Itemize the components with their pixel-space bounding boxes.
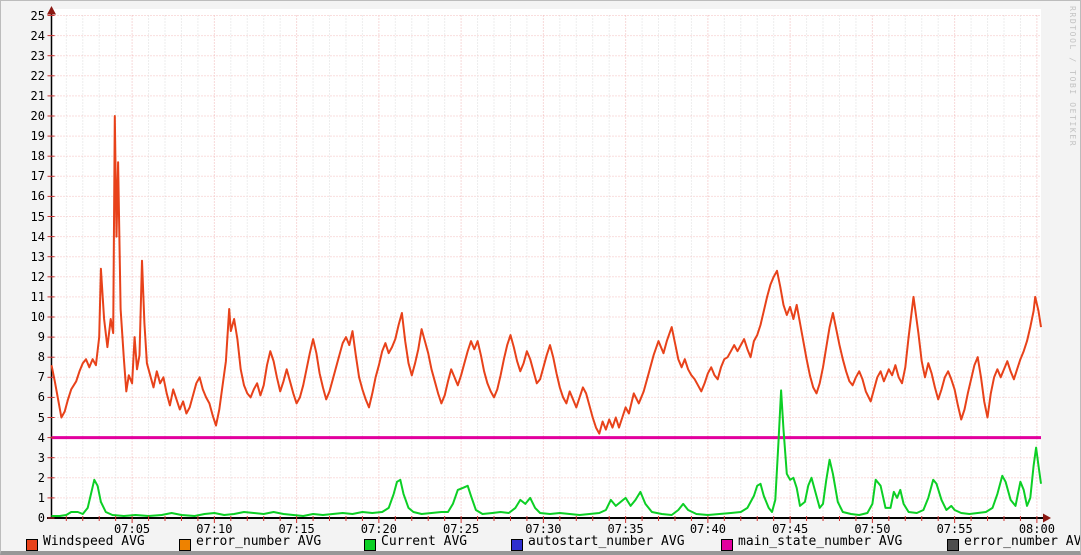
x-tick-label: 07:15 <box>278 522 315 536</box>
y-tick-label: 21 <box>30 88 45 103</box>
error-number-swatch-icon <box>179 539 191 551</box>
x-tick-label: 07:30 <box>525 522 562 536</box>
y-tick-label: 25 <box>30 8 45 23</box>
legend-label: Current AVG <box>381 534 468 549</box>
y-tick-label: 23 <box>30 48 45 63</box>
x-tick-label: 08:00 <box>1018 522 1055 536</box>
y-tick-label: 8 <box>37 350 45 365</box>
y-tick-label: 18 <box>30 149 45 164</box>
y-tick-label: 14 <box>30 229 45 244</box>
y-tick-label: 0 <box>37 511 45 525</box>
y-tick-label: 19 <box>30 129 45 144</box>
y-tick-label: 17 <box>30 169 45 184</box>
legend-label: error_number AVG <box>964 534 1081 549</box>
main-state-number-swatch-icon <box>721 539 733 551</box>
rrdtool-watermark: RRDTOOL / TOBI OETIKER <box>1068 6 1077 148</box>
y-axis-arrow-icon <box>47 6 56 15</box>
x-tick-label: 07:05 <box>114 522 151 536</box>
autostart-number-swatch-icon <box>511 539 523 551</box>
legend-item-main-state-number: main_state_number AVG <box>721 535 902 551</box>
y-tick-label: 22 <box>30 68 45 83</box>
y-tick-label: 3 <box>37 450 45 465</box>
legend-label: error_number AVG <box>196 534 322 549</box>
legend-label: main_state_number AVG <box>738 534 903 549</box>
y-tick-label: 7 <box>37 370 45 385</box>
x-tick-label: 07:50 <box>854 522 891 536</box>
y-tick-label: 13 <box>30 249 45 264</box>
legend: Windspeed AVG error_number AVG Current A… <box>1 534 1081 551</box>
y-tick-label: 16 <box>30 189 45 204</box>
windspeed-swatch-icon <box>26 539 38 551</box>
legend-item-error-number: error_number AVG <box>179 535 321 551</box>
y-tick-label: 12 <box>30 269 45 284</box>
legend-label: autostart_number AVG <box>528 534 685 549</box>
x-axis-arrow-icon <box>1043 513 1051 523</box>
legend-item-autostart-number: autostart_number AVG <box>511 535 685 551</box>
y-tick-label: 6 <box>37 390 45 405</box>
legend-item-current: Current AVG <box>364 535 467 551</box>
y-tick-label: 5 <box>37 410 45 425</box>
y-tick-label: 1 <box>37 490 45 505</box>
legend-item-windspeed: Windspeed AVG <box>26 535 145 551</box>
x-tick-label: 07:55 <box>936 522 973 536</box>
y-tick-label: 4 <box>37 430 45 445</box>
y-tick-label: 20 <box>30 109 45 123</box>
x-tick-label: 07:10 <box>196 522 233 536</box>
error-number-2-swatch-icon <box>947 539 959 551</box>
legend-label: Windspeed AVG <box>43 534 145 549</box>
x-tick-label: 07:20 <box>360 522 397 536</box>
y-tick-label: 15 <box>30 209 45 224</box>
series-line-windspeed-avg <box>50 115 1042 435</box>
y-tick-label: 11 <box>30 289 45 304</box>
series-line-current-avg <box>51 389 1042 517</box>
x-tick-label: 07:40 <box>689 522 726 536</box>
y-tick-label: 24 <box>30 28 45 43</box>
x-tick-label: 07:45 <box>772 522 809 536</box>
x-tick-label: 07:35 <box>607 522 644 536</box>
y-tick-label: 2 <box>37 470 45 485</box>
x-tick-label: 07:25 <box>443 522 480 536</box>
y-tick-label: 10 <box>30 310 45 324</box>
current-swatch-icon <box>364 539 376 551</box>
plot-background <box>51 9 1041 518</box>
legend-item-error-number-2: error_number AVG <box>947 534 1081 551</box>
y-tick-label: 9 <box>37 330 45 345</box>
